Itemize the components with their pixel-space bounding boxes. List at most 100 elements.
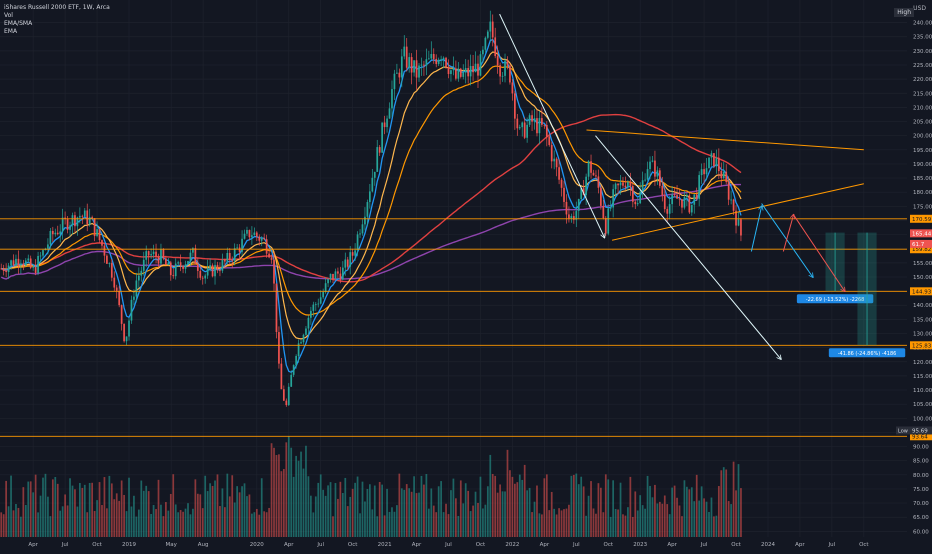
volume-bar <box>720 470 723 537</box>
volume-bar <box>609 516 612 537</box>
volume-bar <box>398 473 401 537</box>
volume-bar <box>673 485 676 537</box>
volume-bar <box>246 496 248 537</box>
legend-ema-sma[interactable]: EMA/SMA <box>4 20 33 27</box>
candle-body <box>636 203 639 205</box>
volume-bar <box>668 514 671 537</box>
high-badge: High <box>894 8 914 17</box>
grid-lines <box>0 0 907 537</box>
volume-bar <box>88 482 91 537</box>
candle-body <box>585 176 587 196</box>
candle-body <box>619 182 622 186</box>
candle-body <box>81 215 84 217</box>
candle-body <box>0 268 3 270</box>
volume-bar <box>310 495 312 537</box>
price-tick-label: 85.00 <box>913 459 929 465</box>
volume-bar <box>396 505 398 537</box>
candle-body <box>120 305 123 324</box>
volume-bar <box>192 508 194 537</box>
candle-body <box>142 259 145 271</box>
volume-bar <box>693 501 696 537</box>
volume-bar <box>61 506 64 537</box>
candle-body <box>494 37 497 57</box>
price-axis-bg <box>907 0 932 550</box>
volume-bar <box>486 486 489 537</box>
volume-bar <box>391 507 393 537</box>
volume-bar <box>705 501 708 537</box>
volume-bar <box>740 488 742 537</box>
volume-bar <box>361 481 364 537</box>
candle-body <box>187 261 189 265</box>
legend-ema[interactable]: EMA <box>4 28 18 35</box>
projection-label: -22.69 (-13.52%) -2268 <box>796 294 874 304</box>
candle-body <box>93 218 96 237</box>
volume-bar <box>636 510 639 537</box>
legend-volume[interactable]: Vol <box>4 12 13 19</box>
volume-bar <box>106 508 108 537</box>
trendline <box>586 129 864 151</box>
candle-body <box>24 260 27 266</box>
volume-bar <box>479 476 482 537</box>
candle-body <box>251 235 253 238</box>
volume-bar <box>101 505 103 537</box>
candle-body <box>224 259 226 262</box>
volume-bar <box>491 473 494 537</box>
candle-body <box>415 60 418 78</box>
volume-bar <box>592 508 595 537</box>
candle-body <box>496 56 499 66</box>
candle-body <box>686 195 688 198</box>
legend-symbol-title[interactable]: iShares Russell 2000 ETF, 1W, Arca <box>4 4 110 11</box>
candle-body <box>268 253 270 258</box>
volume-bar <box>337 498 339 537</box>
candle-body <box>302 334 305 343</box>
volume-bar <box>686 486 688 537</box>
candle-body <box>661 185 664 196</box>
candle-body <box>545 124 548 137</box>
annotation-arrow <box>793 214 845 291</box>
candle-body <box>560 179 563 188</box>
candle-body <box>609 207 612 209</box>
candle-body <box>523 122 526 138</box>
candle-body <box>455 68 457 79</box>
low-badge-value-bg <box>910 426 932 435</box>
candle-body <box>125 336 128 342</box>
candle-body <box>368 191 371 203</box>
candle-body <box>715 157 718 167</box>
candle-body <box>253 232 256 236</box>
currency-label[interactable]: USD <box>913 5 926 12</box>
candle-body <box>86 210 89 225</box>
volume-bar <box>663 495 666 537</box>
level-badge-text: 125.83 <box>912 343 932 349</box>
candle-body <box>184 264 187 269</box>
volume-bar <box>570 475 573 537</box>
candle-body <box>676 195 678 199</box>
price-tick-label: 220.00 <box>913 77 932 83</box>
candle-body <box>437 59 440 65</box>
volume-bar <box>290 447 293 537</box>
time-tick-label: 2022 <box>505 542 519 548</box>
candle-body <box>135 280 138 297</box>
volume-bar <box>472 505 474 537</box>
candle-body <box>577 199 580 211</box>
candle-body <box>22 263 25 266</box>
volume-bar <box>513 483 516 537</box>
candle-body <box>88 217 91 225</box>
candle-body <box>482 49 484 55</box>
volume-bar <box>302 468 305 537</box>
candle-body <box>663 195 666 210</box>
candle-body <box>420 64 423 66</box>
time-tick-label: 2021 <box>378 542 392 548</box>
time-tick-label: Apr <box>667 542 677 548</box>
candle-body <box>59 231 62 235</box>
candle-body <box>255 232 258 237</box>
candle-body <box>432 53 435 59</box>
volume-bar <box>622 514 624 537</box>
candle-body <box>730 199 732 201</box>
candle-body <box>339 273 342 280</box>
candle-body <box>486 31 489 38</box>
volume-bar <box>260 478 263 537</box>
candle-body <box>740 219 742 236</box>
candle-body <box>359 233 361 235</box>
